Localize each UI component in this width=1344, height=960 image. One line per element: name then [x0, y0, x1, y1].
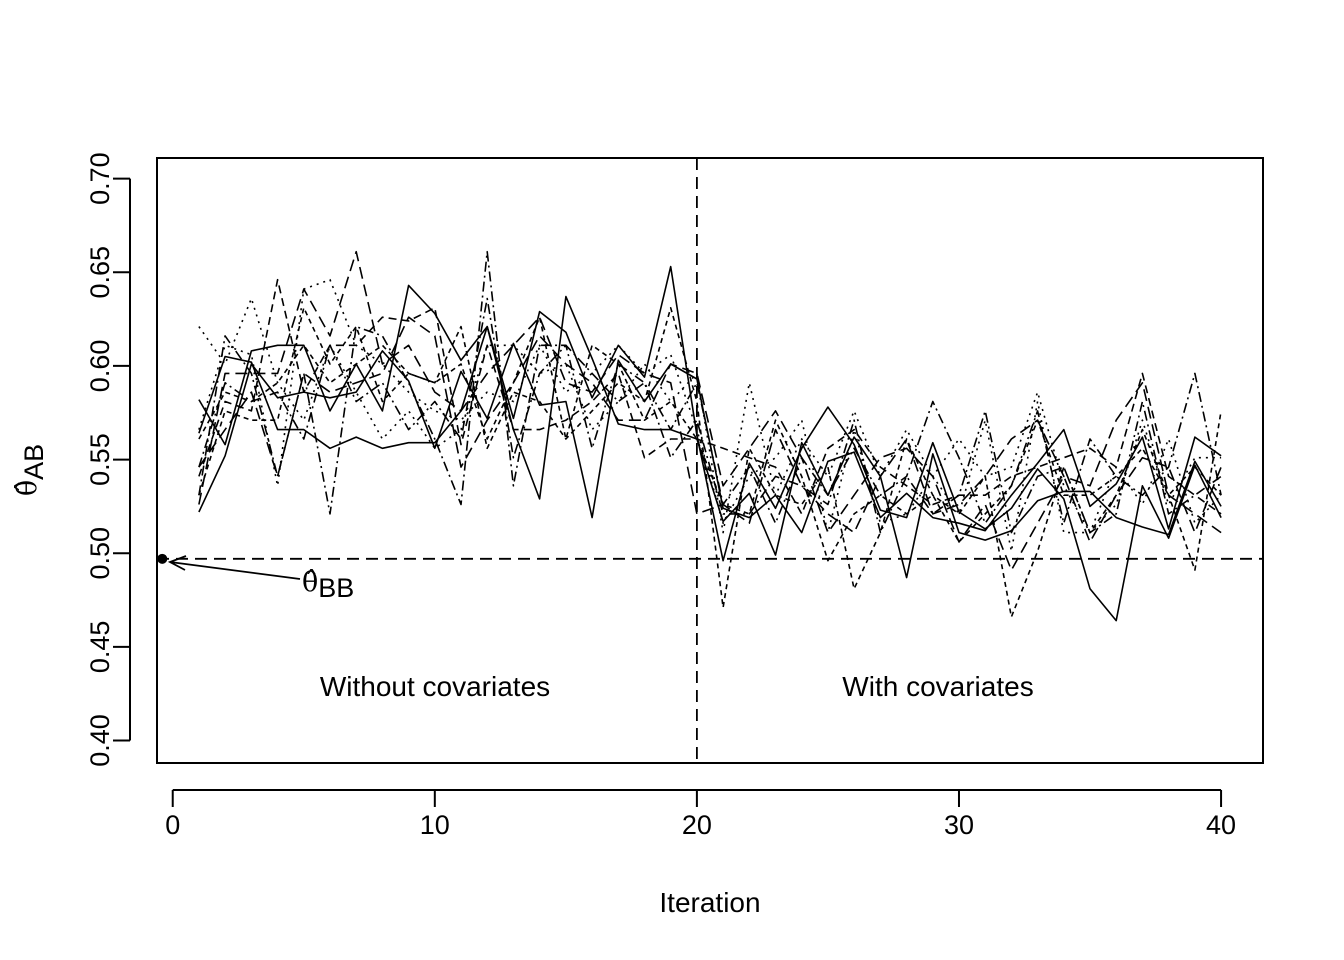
svg-text:θ̂AB: θ̂AB — [12, 444, 49, 496]
series-line-1 — [198, 265, 1222, 622]
annotation-reference-subscript: BB — [318, 573, 354, 603]
y-axis-label-subscript: AB — [19, 444, 49, 480]
annotation-reference-label: θ̂BB — [302, 567, 354, 603]
series-line-8 — [198, 306, 1222, 618]
y-tick-label: 0.45 — [85, 621, 115, 674]
x-tick-label: 10 — [420, 810, 450, 840]
series-line-6 — [198, 316, 1222, 571]
x-tick-label: 20 — [682, 810, 712, 840]
y-tick-label: 0.70 — [85, 152, 115, 205]
x-axis: 0 10 20 30 40 — [165, 789, 1236, 840]
annotation-reference-symbol: θ̂ — [302, 567, 318, 598]
series-line-2 — [198, 295, 1222, 579]
y-tick-label: 0.50 — [85, 527, 115, 580]
y-axis: 0.40 0.45 0.50 0.55 0.60 0.65 0.70 — [85, 152, 131, 767]
reference-lines — [157, 158, 1263, 763]
series-line-5 — [198, 250, 1222, 534]
annotation-arrow — [167, 555, 301, 580]
series-line-7 — [198, 306, 1222, 562]
y-axis-label: θ̂AB — [12, 444, 49, 496]
series-line-11 — [198, 250, 1222, 534]
y-tick-label: 0.65 — [85, 246, 115, 299]
reference-point — [157, 553, 168, 564]
x-tick-label: 30 — [944, 810, 974, 840]
annotation-right-region: With covariates — [842, 671, 1033, 702]
series-line-10 — [198, 278, 1222, 553]
y-tick-label: 0.60 — [85, 340, 115, 393]
series-line-12 — [198, 297, 1222, 525]
series-layer — [198, 250, 1222, 622]
x-tick-label: 40 — [1206, 810, 1236, 840]
y-tick-label: 0.55 — [85, 433, 115, 486]
y-axis-label-symbol: θ̂ — [12, 480, 43, 496]
x-axis-label: Iteration — [659, 887, 760, 918]
x-tick-label: 0 — [165, 810, 180, 840]
reference-point-group — [157, 553, 168, 564]
y-tick-label: 0.40 — [85, 714, 115, 767]
plot-frame — [156, 157, 1264, 764]
annotation-left-region: Without covariates — [320, 671, 550, 702]
